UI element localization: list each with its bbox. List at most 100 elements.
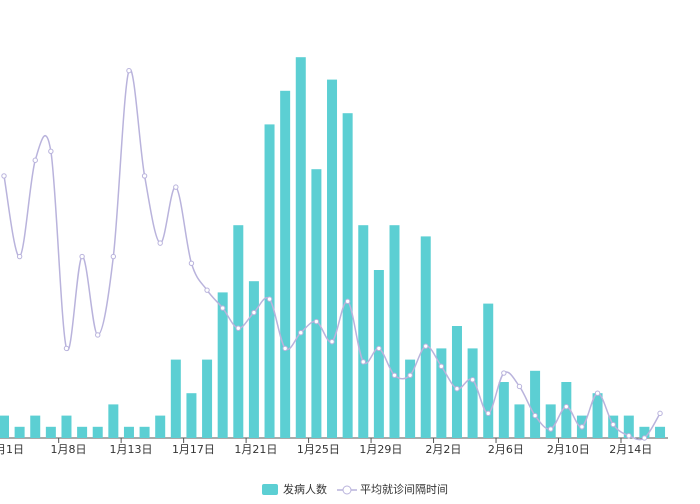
legend-swatch (342, 485, 352, 495)
line-point (657, 410, 663, 417)
bar (264, 124, 275, 439)
line-point (532, 412, 538, 419)
x-tick-label: 1月29日 (359, 443, 402, 456)
line-point (219, 305, 226, 311)
line-point (563, 403, 570, 410)
line (3, 68, 661, 441)
line-point (501, 370, 507, 376)
bar (405, 359, 416, 438)
line-point (157, 240, 163, 246)
x-tick-label: 2月14日 (609, 443, 652, 456)
line-point (282, 345, 288, 352)
bar (248, 281, 259, 438)
line-point (329, 338, 335, 345)
line-point (626, 433, 632, 439)
bar (170, 359, 181, 438)
line-point (423, 343, 429, 349)
line-point (235, 325, 242, 331)
bar (123, 426, 134, 438)
line-point (48, 148, 54, 154)
line-point (16, 253, 23, 260)
bar (77, 426, 88, 438)
bar (217, 292, 228, 438)
line-point (548, 426, 554, 432)
line-point (391, 372, 398, 378)
bar (358, 225, 369, 438)
x-tick-label: 2月10日 (547, 443, 590, 456)
line-point (63, 345, 70, 352)
line-point (407, 372, 413, 378)
bar (45, 426, 56, 438)
x-tick-label: 1月21日 (234, 443, 277, 456)
bar (436, 348, 447, 438)
x-tick-label: 1月1日 (0, 443, 24, 456)
bar (483, 303, 494, 438)
bar (592, 393, 603, 438)
bar (311, 169, 322, 438)
legend-label: 发病人数 (283, 482, 327, 496)
line-point (173, 184, 179, 190)
line-point (266, 296, 273, 302)
bar (92, 426, 103, 438)
bar (655, 426, 666, 438)
bar (639, 426, 650, 438)
bar (155, 415, 166, 438)
legend-swatch (262, 484, 278, 495)
x-tick-label: 1月25日 (297, 443, 340, 456)
line-point (610, 421, 616, 428)
line-point (376, 345, 382, 352)
line-point (594, 390, 601, 396)
bar (342, 113, 353, 438)
x-tick-label: 2月6日 (488, 443, 524, 456)
bar (327, 79, 338, 438)
bar (280, 90, 291, 439)
bar (530, 370, 541, 438)
bar (420, 236, 431, 438)
bar (186, 393, 197, 438)
line-point (1, 173, 7, 179)
bar (139, 426, 150, 438)
bar (389, 225, 400, 438)
bar (14, 426, 25, 438)
line-point (516, 383, 523, 390)
line-point (79, 253, 85, 260)
bar (0, 415, 9, 438)
legend-label: 平均就诊间隔时间 (360, 482, 448, 496)
line-point (344, 298, 351, 305)
bar (202, 359, 213, 438)
line-point (454, 386, 460, 392)
bar (561, 382, 572, 438)
bar (108, 404, 119, 438)
line-point (141, 173, 148, 179)
line-point (298, 330, 304, 336)
bar (373, 270, 384, 438)
line-point (204, 287, 210, 293)
bar (61, 415, 72, 438)
bar (498, 382, 509, 438)
line-point (126, 67, 132, 74)
bar (467, 348, 478, 438)
line-point (313, 318, 320, 325)
bar (545, 404, 556, 438)
x-tick-label: 1月17日 (172, 443, 215, 456)
line-point (469, 377, 476, 383)
line-point (438, 363, 445, 370)
line-point (641, 435, 648, 441)
x-tick-label: 1月8日 (50, 443, 86, 456)
x-tick-label: 2月2日 (425, 443, 461, 456)
line-point (485, 410, 491, 417)
line-point (95, 332, 101, 338)
line-point (32, 157, 38, 163)
bar (30, 415, 41, 438)
bar (295, 57, 306, 438)
line-point (110, 253, 117, 260)
bar (233, 225, 244, 438)
bar (623, 415, 634, 438)
line-point (188, 260, 195, 266)
bar (514, 404, 525, 438)
line-point (251, 309, 257, 316)
line-point (360, 359, 366, 365)
line-point (579, 424, 585, 430)
x-tick-label: 1月13日 (109, 443, 152, 456)
